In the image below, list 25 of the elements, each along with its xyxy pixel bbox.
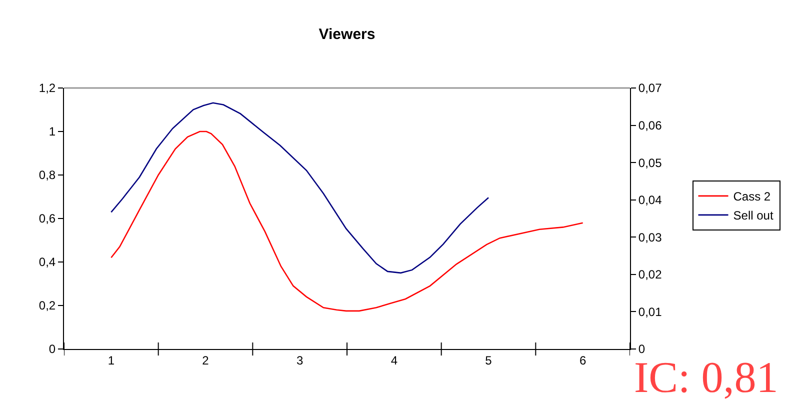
x-tick-label: 5: [485, 353, 492, 368]
y-tick-label: 1: [48, 124, 56, 139]
chart-title: Viewers: [318, 26, 376, 43]
y-tick-label: 0,6: [38, 212, 56, 226]
line-series: [110, 130, 584, 312]
line-series: [110, 102, 490, 274]
legend-label: Sell out: [733, 208, 774, 223]
legend-label: Cass 2: [733, 190, 771, 204]
y2-tick-label: 0,04: [638, 193, 662, 208]
x-tick-label: 6: [579, 353, 586, 368]
y2-tick-label: 0,07: [638, 81, 662, 96]
y2-tick-label: 0,02: [638, 268, 662, 282]
x-tick-label: 2: [202, 353, 210, 368]
y2-tick-label: 0,01: [638, 304, 662, 319]
y-tick-label: 0,4: [38, 255, 56, 270]
y2-tick-label: 0,05: [638, 156, 662, 170]
y-tick-label: 0: [48, 342, 56, 356]
x-tick-label: 4: [390, 353, 398, 368]
y-tick-label: 0,8: [38, 168, 56, 182]
y-tick-label: 1,2: [38, 81, 56, 96]
y2-tick-label: 0,03: [638, 230, 662, 244]
y-tick-label: 0,2: [38, 298, 56, 313]
x-tick-label: 1: [108, 353, 115, 368]
y2-tick-label: 0,06: [638, 118, 662, 132]
x-tick-label: 3: [296, 353, 304, 368]
